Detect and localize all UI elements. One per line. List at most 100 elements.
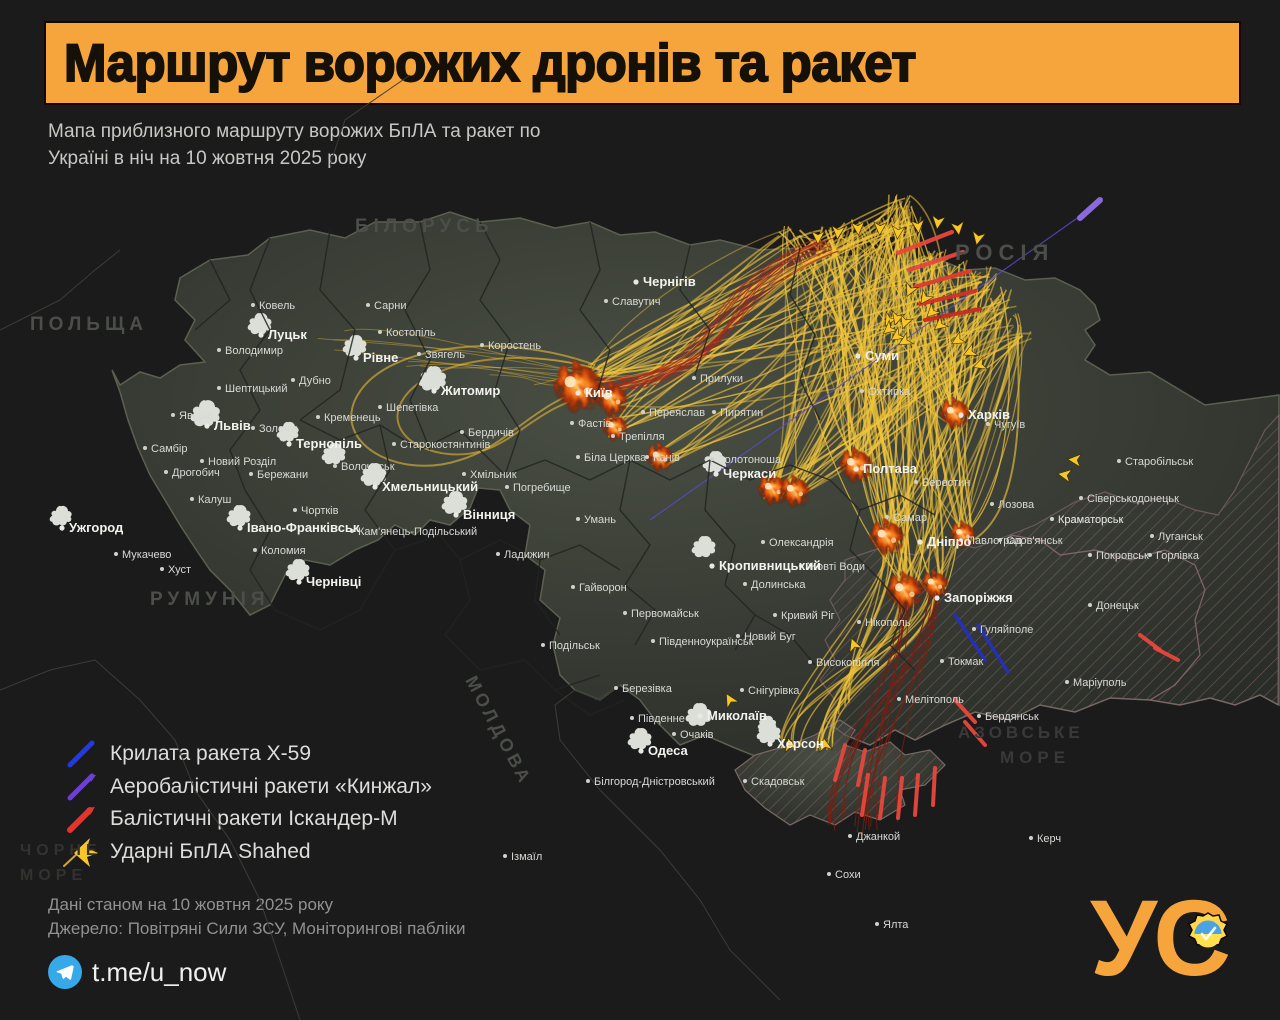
svg-text:Львів: Львів bbox=[214, 418, 251, 433]
svg-text:Маріуполь: Маріуполь bbox=[1073, 677, 1127, 689]
svg-text:Токмак: Токмак bbox=[948, 656, 983, 668]
svg-text:Шепетівка: Шепетівка bbox=[386, 402, 439, 414]
svg-text:Ялта: Ялта bbox=[883, 919, 909, 931]
svg-text:Дрогобич: Дрогобич bbox=[172, 467, 220, 479]
svg-text:МОРЕ: МОРЕ bbox=[20, 867, 87, 884]
svg-text:Мелітополь: Мелітополь bbox=[905, 694, 964, 706]
svg-text:ПОЛЬЩА: ПОЛЬЩА bbox=[30, 314, 148, 335]
svg-text:МОРЕ: МОРЕ bbox=[1000, 748, 1070, 767]
svg-text:Черкаси: Черкаси bbox=[723, 466, 776, 481]
svg-text:Олександрія: Олександрія bbox=[769, 537, 834, 549]
svg-text:Сіверськодонецьк: Сіверськодонецьк bbox=[1087, 493, 1179, 505]
svg-text:Ковель: Ковель bbox=[259, 300, 295, 312]
svg-text:Волочиськ: Волочиськ bbox=[341, 461, 395, 473]
svg-text:Дубно: Дубно bbox=[299, 375, 331, 387]
svg-text:Полтава: Полтава bbox=[863, 461, 918, 476]
svg-text:Кропивницький: Кропивницький bbox=[719, 558, 821, 573]
svg-text:Охтирка: Охтирка bbox=[868, 386, 911, 398]
svg-text:Івано-Франківськ: Івано-Франківськ bbox=[247, 520, 360, 535]
svg-text:Кременець: Кременець bbox=[324, 412, 381, 424]
svg-text:Звягель: Звягель bbox=[425, 349, 465, 361]
svg-text:Первомайськ: Первомайськ bbox=[631, 608, 699, 620]
svg-text:Пирятин: Пирятин bbox=[720, 407, 763, 419]
svg-text:Київ: Київ bbox=[585, 385, 613, 400]
svg-text:Запоріжжя: Запоріжжя bbox=[944, 590, 1013, 605]
svg-text:Чортків: Чортків bbox=[301, 505, 339, 517]
svg-text:Костопіль: Костопіль bbox=[386, 327, 436, 339]
svg-text:Херсон: Херсон bbox=[777, 736, 824, 751]
svg-text:Лозова: Лозова bbox=[998, 499, 1035, 511]
svg-text:Сарни: Сарни bbox=[374, 300, 407, 312]
svg-text:Шептицький: Шептицький bbox=[225, 383, 287, 395]
svg-text:Джанкой: Джанкой bbox=[856, 831, 900, 843]
svg-text:Очаків: Очаків bbox=[680, 729, 714, 741]
svg-text:Чернігів: Чернігів bbox=[643, 274, 696, 289]
svg-text:Житомир: Житомир bbox=[440, 383, 500, 398]
svg-text:Скадовськ: Скадовськ bbox=[751, 776, 805, 788]
svg-text:Рівне: Рівне bbox=[363, 350, 398, 365]
svg-text:Берестин: Берестин bbox=[922, 477, 970, 489]
svg-text:Краматорськ: Краматорськ bbox=[1058, 514, 1123, 526]
svg-text:Сохи: Сохи bbox=[835, 869, 861, 881]
svg-text:Гайворон: Гайворон bbox=[579, 582, 627, 594]
svg-text:Луцьк: Луцьк bbox=[268, 327, 307, 342]
svg-text:РУМУНІЯ: РУМУНІЯ bbox=[150, 589, 270, 610]
svg-text:Слов'янськ: Слов'янськ bbox=[1006, 535, 1063, 547]
svg-text:Володимир: Володимир bbox=[225, 345, 283, 357]
svg-text:Хмельницький: Хмельницький bbox=[382, 479, 478, 494]
svg-text:МОЛДОВА: МОЛДОВА bbox=[461, 672, 536, 788]
svg-text:Хуст: Хуст bbox=[168, 564, 191, 576]
svg-text:Гуляйполе: Гуляйполе bbox=[980, 624, 1033, 636]
svg-text:Луганськ: Луганськ bbox=[1158, 531, 1203, 543]
svg-text:Південне: Південне bbox=[638, 713, 685, 725]
svg-text:Високопілля: Високопілля bbox=[816, 657, 880, 669]
svg-text:Умань: Умань bbox=[584, 514, 616, 526]
svg-text:Переяслав: Переяслав bbox=[649, 407, 705, 419]
svg-text:БІЛОРУСЬ: БІЛОРУСЬ bbox=[355, 216, 494, 237]
svg-text:Канів: Канів bbox=[653, 452, 680, 464]
svg-text:Старокостянтинів: Старокостянтинів bbox=[400, 439, 491, 451]
svg-text:Суми: Суми bbox=[865, 348, 899, 363]
svg-text:Миколаїв: Миколаїв bbox=[707, 708, 767, 723]
svg-text:Прилуки: Прилуки bbox=[700, 373, 743, 385]
svg-text:Бердичів: Бердичів bbox=[468, 427, 514, 439]
svg-text:Мукачево: Мукачево bbox=[122, 549, 171, 561]
svg-text:Одеса: Одеса bbox=[648, 743, 688, 758]
svg-text:Золочів: Золочів bbox=[259, 423, 298, 435]
svg-text:Покровськ: Покровськ bbox=[1096, 550, 1149, 562]
svg-text:Коростень: Коростень bbox=[488, 340, 541, 352]
svg-text:Старобільськ: Старобільськ bbox=[1125, 456, 1193, 468]
svg-text:Яворів: Яворів bbox=[179, 410, 213, 422]
svg-text:Вінниця: Вінниця bbox=[463, 507, 515, 522]
svg-text:Ужгород: Ужгород bbox=[69, 520, 124, 535]
svg-text:Золотоноша: Золотоноша bbox=[718, 454, 782, 466]
svg-text:Фастів: Фастів bbox=[578, 418, 611, 430]
svg-text:Коломия: Коломия bbox=[261, 545, 306, 557]
svg-text:Славутич: Славутич bbox=[612, 296, 661, 308]
svg-text:Керч: Керч bbox=[1037, 833, 1061, 845]
svg-text:Білгород-Дністровський: Білгород-Дністровський bbox=[594, 776, 715, 788]
svg-text:Бердянськ: Бердянськ bbox=[985, 711, 1039, 723]
svg-text:Тернопіль: Тернопіль bbox=[296, 436, 362, 451]
svg-text:Кривий Ріг: Кривий Ріг bbox=[781, 610, 835, 622]
svg-text:Донецьк: Донецьк bbox=[1096, 600, 1139, 612]
svg-text:Ізмаїл: Ізмаїл bbox=[511, 851, 542, 863]
svg-text:Калуш: Калуш bbox=[198, 494, 231, 506]
svg-text:Нікополь: Нікополь bbox=[865, 617, 911, 629]
svg-text:Горлівка: Горлівка bbox=[1156, 550, 1200, 562]
svg-text:Біла Церква: Біла Церква bbox=[584, 452, 647, 464]
svg-text:Кам'янець-Подільський: Кам'янець-Подільський bbox=[358, 526, 477, 538]
svg-text:ЧОРНЕ: ЧОРНЕ bbox=[20, 842, 102, 859]
svg-text:Трепілля: Трепілля bbox=[619, 431, 665, 443]
svg-text:Самбір: Самбір bbox=[151, 443, 188, 455]
svg-text:Снігурівка: Снігурівка bbox=[748, 685, 800, 697]
svg-text:Ладижин: Ладижин bbox=[504, 549, 549, 561]
svg-text:Чернівці: Чернівці bbox=[306, 574, 361, 589]
svg-text:Самар: Самар bbox=[893, 512, 927, 524]
svg-text:РОСІЯ: РОСІЯ bbox=[955, 240, 1054, 265]
svg-text:Новий Буг: Новий Буг bbox=[744, 631, 796, 643]
svg-text:АЗОВСЬКЕ: АЗОВСЬКЕ bbox=[958, 723, 1084, 742]
svg-text:Погребище: Погребище bbox=[513, 482, 571, 494]
svg-text:Південноукраїнськ: Південноукраїнськ bbox=[659, 636, 754, 648]
svg-text:Бережани: Бережани bbox=[257, 469, 308, 481]
